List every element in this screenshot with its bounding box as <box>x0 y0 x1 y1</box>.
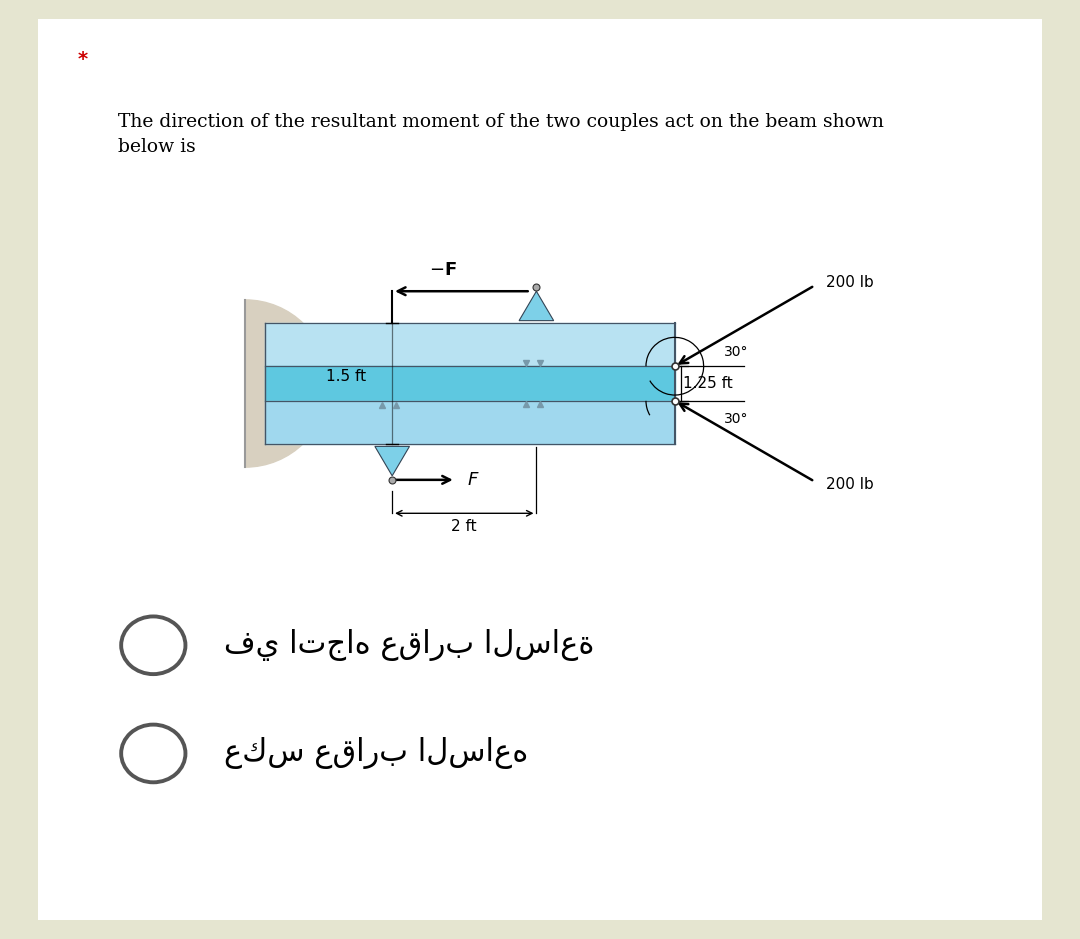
Wedge shape <box>245 300 328 467</box>
FancyBboxPatch shape <box>23 6 1057 933</box>
Polygon shape <box>266 401 675 444</box>
Text: 1.25 ft: 1.25 ft <box>684 376 733 391</box>
Polygon shape <box>266 366 675 401</box>
Text: The direction of the resultant moment of the two couples act on the beam shown
b: The direction of the resultant moment of… <box>118 114 885 157</box>
Polygon shape <box>266 323 675 366</box>
Text: 2 ft: 2 ft <box>451 518 477 533</box>
Text: 200 lb: 200 lb <box>826 477 874 492</box>
Text: $-$F: $-$F <box>429 261 457 279</box>
Text: 30°: 30° <box>724 345 748 359</box>
Text: 200 lb: 200 lb <box>826 275 874 290</box>
Text: 1.5 ft: 1.5 ft <box>326 369 366 384</box>
Polygon shape <box>375 446 409 476</box>
Text: 30°: 30° <box>724 411 748 425</box>
Polygon shape <box>519 291 554 320</box>
Text: *: * <box>78 51 89 69</box>
Text: في اتجاه عقارب الساعة: في اتجاه عقارب الساعة <box>224 629 594 661</box>
Text: $F$: $F$ <box>468 470 480 489</box>
Text: عكس عقارب الساعه: عكس عقارب الساعه <box>224 737 528 769</box>
